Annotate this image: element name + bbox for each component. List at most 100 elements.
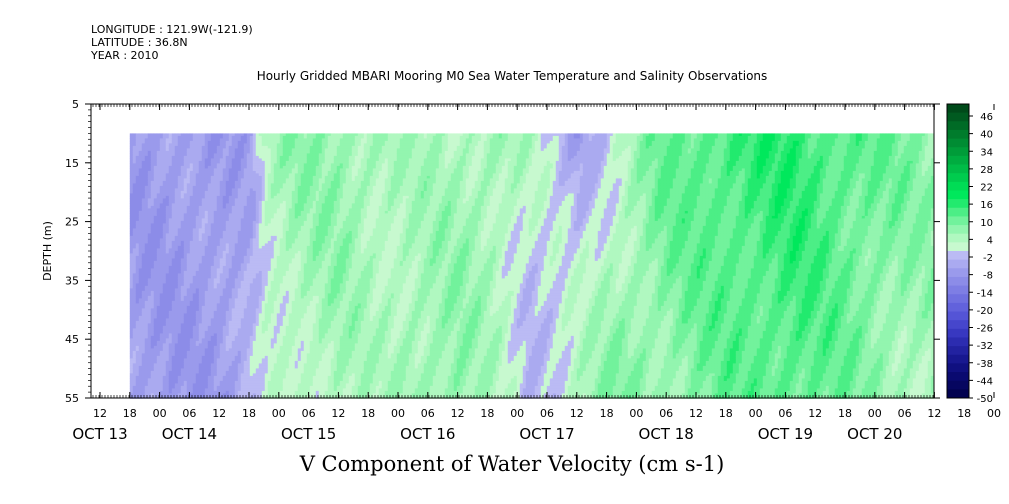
heatmap-cell — [240, 225, 245, 229]
heatmap-cell — [222, 148, 227, 152]
heatmap-cell — [183, 305, 188, 309]
heatmap-cell — [210, 310, 215, 314]
heatmap-cell — [231, 328, 236, 332]
heatmap-cell — [138, 323, 143, 327]
heatmap-cell — [201, 260, 206, 264]
heatmap-cell — [135, 255, 140, 259]
heatmap-cell — [132, 273, 137, 277]
heatmap-cell — [219, 313, 224, 317]
heatmap-cell — [213, 295, 218, 299]
heatmap-cell — [225, 223, 230, 227]
heatmap-cell — [228, 180, 233, 184]
heatmap-cell — [168, 360, 173, 364]
heatmap-cell — [189, 390, 194, 394]
heatmap-cell — [216, 285, 221, 289]
heatmap-cell — [267, 355, 272, 359]
heatmap-cell — [237, 290, 242, 294]
heatmap-cell — [180, 318, 185, 322]
heatmap-cell — [201, 155, 206, 159]
heatmap-cell — [177, 380, 182, 384]
heatmap-cell — [132, 285, 137, 289]
heatmap-cell — [135, 283, 140, 287]
heatmap-cell — [198, 318, 203, 322]
heatmap-cell — [183, 285, 188, 289]
heatmap-cell — [186, 333, 191, 337]
heatmap-cell — [147, 203, 152, 207]
heatmap-cell — [138, 268, 143, 272]
heatmap-cell — [225, 283, 230, 287]
heatmap-cell — [237, 133, 242, 137]
heatmap-cell — [150, 228, 155, 232]
heatmap-cell — [255, 253, 260, 257]
heatmap-cell — [213, 255, 218, 259]
heatmap-cell — [168, 223, 173, 227]
heatmap-cell — [261, 298, 266, 302]
heatmap-cell — [249, 255, 254, 259]
heatmap-cell — [165, 318, 170, 322]
heatmap-cell — [213, 153, 218, 157]
heatmap-cell — [237, 355, 242, 359]
heatmap-cell — [135, 183, 140, 187]
heatmap-cell — [150, 285, 155, 289]
heatmap-cell — [258, 358, 263, 362]
heatmap-cell — [159, 243, 164, 247]
heatmap-cell — [246, 290, 251, 294]
heatmap-cell — [237, 370, 242, 374]
heatmap-cell — [129, 263, 134, 267]
heatmap-cell — [177, 190, 182, 194]
heatmap-cell — [132, 213, 137, 217]
heatmap-cell — [237, 253, 242, 257]
heatmap-cell — [138, 218, 143, 222]
heatmap-cell — [177, 145, 182, 149]
heatmap-cell — [192, 293, 197, 297]
heatmap-cell — [183, 390, 188, 394]
heatmap-cell — [222, 335, 227, 339]
heatmap-cell — [267, 353, 272, 357]
heatmap-cell — [225, 150, 230, 154]
heatmap-cell — [147, 370, 152, 374]
heatmap-cell — [216, 300, 221, 304]
heatmap-cell — [264, 313, 269, 317]
heatmap-cell — [201, 303, 206, 307]
heatmap-cell — [255, 360, 260, 364]
heatmap-cell — [216, 360, 221, 364]
heatmap-cell — [132, 343, 137, 347]
heatmap-cell — [207, 318, 212, 322]
heatmap-cell — [171, 348, 176, 352]
heatmap-cell — [189, 228, 194, 232]
heatmap-cell — [156, 203, 161, 207]
heatmap-cell — [225, 208, 230, 212]
heatmap-cell — [222, 225, 227, 229]
heatmap-cell — [246, 238, 251, 242]
heatmap-cell — [213, 325, 218, 329]
heatmap-cell — [171, 305, 176, 309]
heatmap-cell — [258, 258, 263, 262]
heatmap-cell — [138, 305, 143, 309]
heatmap-cell — [156, 150, 161, 154]
heatmap-cell — [207, 153, 212, 157]
heatmap-cell — [261, 385, 266, 389]
heatmap-cell — [201, 218, 206, 222]
heatmap-cell — [240, 245, 245, 249]
heatmap-cell — [249, 235, 254, 239]
heatmap-cell — [171, 263, 176, 267]
heatmap-cell — [162, 185, 167, 189]
heatmap-cell — [210, 235, 215, 239]
heatmap-cell — [195, 213, 200, 217]
heatmap-cell — [240, 188, 245, 192]
heatmap-cell — [129, 365, 134, 369]
heatmap-cell — [141, 320, 146, 324]
heatmap-cell — [249, 133, 254, 137]
heatmap-cell — [183, 275, 188, 279]
heatmap-cell — [150, 178, 155, 182]
heatmap-cell — [255, 335, 260, 339]
heatmap-cell — [168, 248, 173, 252]
heatmap-cell — [174, 260, 179, 264]
heatmap-cell — [156, 383, 161, 387]
heatmap-cell — [162, 318, 167, 322]
heatmap-cell — [198, 133, 203, 137]
heatmap-cell — [261, 295, 266, 299]
heatmap-cell — [186, 275, 191, 279]
heatmap-cell — [162, 150, 167, 154]
heatmap-cell — [234, 283, 239, 287]
